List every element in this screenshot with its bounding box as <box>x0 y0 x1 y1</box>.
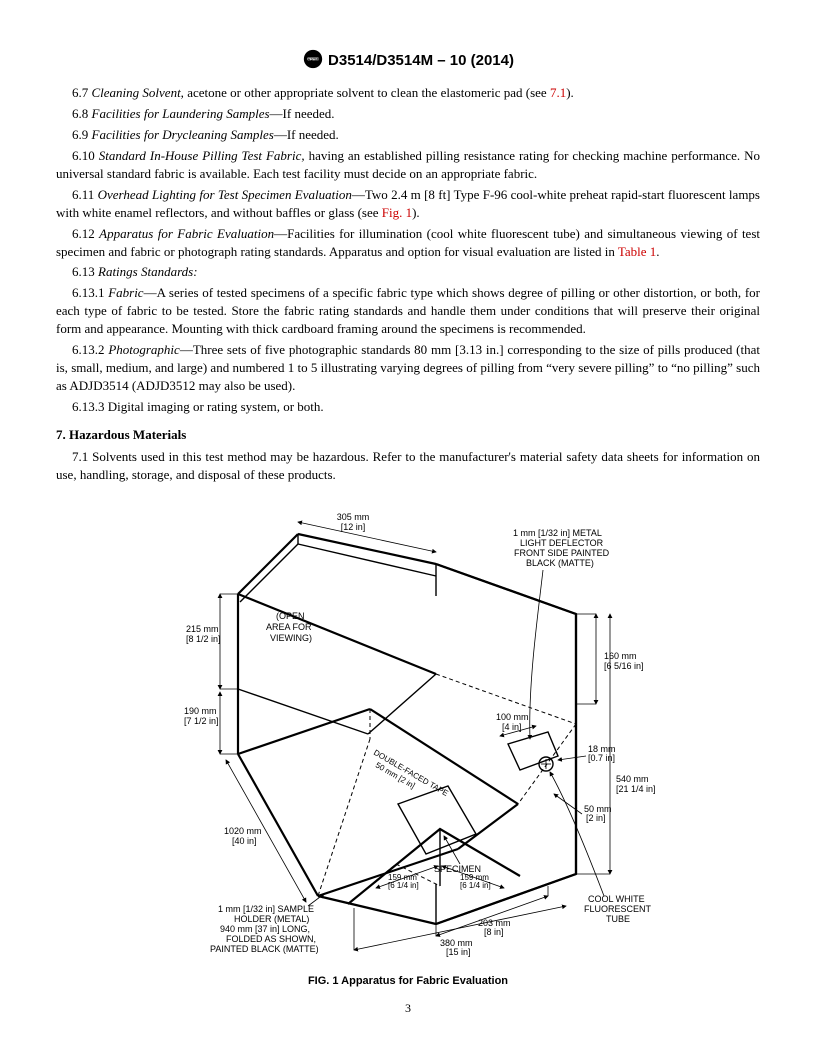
svg-text:[0.7 in]: [0.7 in] <box>588 753 615 763</box>
term: Standard In-House Pilling Test Fabric, <box>99 148 309 163</box>
svg-text:LIGHT DEFLECTOR: LIGHT DEFLECTOR <box>520 538 604 548</box>
term: Facilities for Laundering Samples <box>92 106 270 121</box>
term: Facilities for Drycleaning Samples <box>92 127 274 142</box>
svg-text:305 mm: 305 mm <box>337 512 370 522</box>
num-6-10: 6.10 <box>72 148 99 163</box>
term: Cleaning Solvent, <box>92 85 188 100</box>
svg-text:TUBE: TUBE <box>606 914 630 924</box>
page-number: 3 <box>56 1001 760 1016</box>
svg-text:100 mm: 100 mm <box>496 712 529 722</box>
svg-text:HOLDER (METAL): HOLDER (METAL) <box>234 914 309 924</box>
figure-1-caption: FIG. 1 Apparatus for Fabric Evaluation <box>56 975 760 987</box>
svg-text:[8 1/2 in]: [8 1/2 in] <box>186 634 221 644</box>
svg-text:[7 1/2 in]: [7 1/2 in] <box>184 716 219 726</box>
svg-text:940 mm [37 in] LONG,: 940 mm [37 in] LONG, <box>220 924 310 934</box>
svg-text:PAINTED BLACK (MATTE): PAINTED BLACK (MATTE) <box>210 944 319 954</box>
svg-text:BLACK (MATTE): BLACK (MATTE) <box>526 558 594 568</box>
astm-logo: ASTM <box>302 48 324 70</box>
svg-text:VIEWING): VIEWING) <box>270 633 312 643</box>
term: Photographic <box>108 342 180 357</box>
svg-text:FLUORESCENT: FLUORESCENT <box>584 904 652 914</box>
svg-text:[12 in]: [12 in] <box>341 522 366 532</box>
svg-text:540 mm: 540 mm <box>616 774 649 784</box>
txt: —If needed. <box>274 127 339 142</box>
svg-text:COOL WHITE: COOL WHITE <box>588 894 645 904</box>
txt: —If needed. <box>270 106 335 121</box>
figure-1-svg: 305 mm [12 in] 1 mm [1/32 in] METAL LIGH… <box>148 504 668 964</box>
num-6-11: 6.11 <box>72 187 98 202</box>
num-6-7: 6.7 <box>72 85 92 100</box>
num-6-13: 6.13 <box>72 264 98 279</box>
body-text: 6.7 Cleaning Solvent, acetone or other a… <box>56 84 760 484</box>
term: Fabric <box>108 285 143 300</box>
link-fig1[interactable]: Fig. 1 <box>382 205 412 220</box>
svg-text:[4 in]: [4 in] <box>502 722 522 732</box>
num-6-13-2: 6.13.2 <box>72 342 108 357</box>
num-6-8: 6.8 <box>72 106 92 121</box>
term: Overhead Lighting for Test Specimen Eval… <box>98 187 352 202</box>
svg-text:[15 in]: [15 in] <box>446 947 471 957</box>
svg-text:1 mm [1/32 in] SAMPLE: 1 mm [1/32 in] SAMPLE <box>218 904 314 914</box>
svg-text:[40 in]: [40 in] <box>232 836 257 846</box>
doc-header: ASTM D3514/D3514M – 10 (2014) <box>56 48 760 70</box>
txt: ). <box>412 205 420 220</box>
para-7-1: 7.1 Solvents used in this test method ma… <box>56 449 760 482</box>
svg-text:160 mm: 160 mm <box>604 651 637 661</box>
svg-text:ASTM: ASTM <box>308 57 319 61</box>
txt: . <box>656 244 659 259</box>
svg-text:FRONT SIDE PAINTED: FRONT SIDE PAINTED <box>514 548 610 558</box>
term: Ratings Standards: <box>98 264 198 279</box>
num-6-12: 6.12 <box>72 226 99 241</box>
num-6-9: 6.9 <box>72 127 92 142</box>
link-table1[interactable]: Table 1 <box>618 244 656 259</box>
svg-text:AREA FOR: AREA FOR <box>266 622 312 632</box>
num-6-13-3: 6.13.3 Digital imaging or rating system,… <box>72 399 324 414</box>
svg-text:FOLDED AS SHOWN,: FOLDED AS SHOWN, <box>226 934 316 944</box>
term: Apparatus for Fabric Evaluation <box>99 226 274 241</box>
svg-text:215 mm: 215 mm <box>186 624 219 634</box>
txt: acetone or other appropriate solvent to … <box>187 85 550 100</box>
svg-text:1020 mm: 1020 mm <box>224 826 262 836</box>
svg-text:(OPEN: (OPEN <box>276 611 305 621</box>
svg-text:[2 in]: [2 in] <box>586 813 606 823</box>
section-7-head: 7. Hazardous Materials <box>56 426 760 444</box>
svg-text:[6 1/4 in]: [6 1/4 in] <box>460 881 491 890</box>
svg-text:[21 1/4 in]: [21 1/4 in] <box>616 784 656 794</box>
svg-text:1 mm [1/32 in] METAL: 1 mm [1/32 in] METAL <box>513 528 602 538</box>
doc-id: D3514/D3514M – 10 (2014) <box>328 52 514 69</box>
num-6-13-1: 6.13.1 <box>72 285 108 300</box>
txt: ). <box>566 85 574 100</box>
txt: —A series of tested specimens of a speci… <box>56 285 760 336</box>
svg-text:190 mm: 190 mm <box>184 706 217 716</box>
svg-text:[8 in]: [8 in] <box>484 927 504 937</box>
svg-text:[6 1/4 in]: [6 1/4 in] <box>388 881 419 890</box>
link-7-1[interactable]: 7.1 <box>550 85 566 100</box>
figure-1: 305 mm [12 in] 1 mm [1/32 in] METAL LIGH… <box>56 504 760 987</box>
